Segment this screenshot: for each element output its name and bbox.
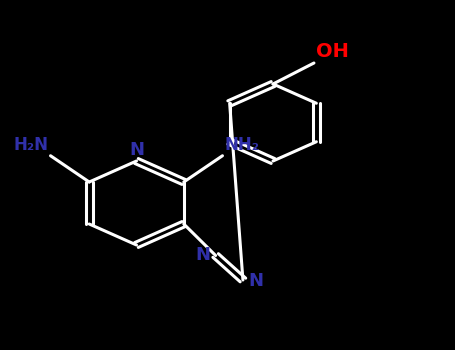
- Text: N: N: [248, 272, 263, 290]
- Text: H₂N: H₂N: [13, 136, 48, 154]
- Text: N: N: [195, 246, 210, 264]
- Text: NH₂: NH₂: [225, 136, 260, 154]
- Text: OH: OH: [316, 42, 349, 61]
- Text: N: N: [129, 141, 144, 159]
